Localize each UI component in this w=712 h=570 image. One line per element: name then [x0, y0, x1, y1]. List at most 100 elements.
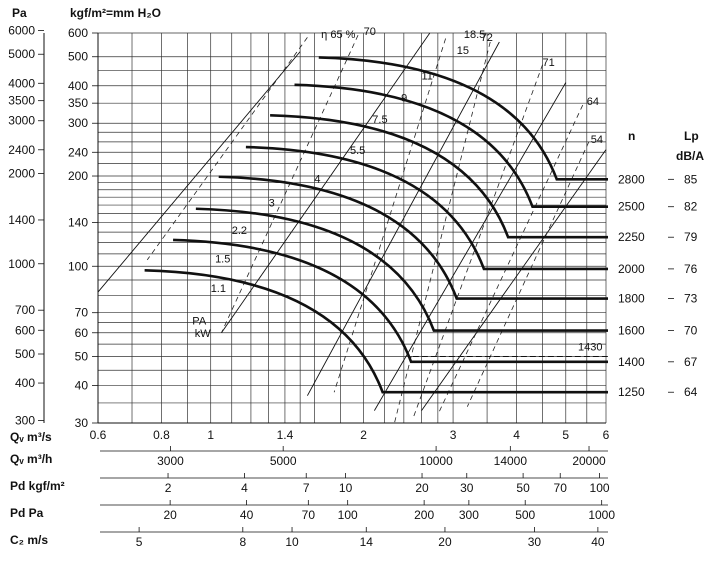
power-label: 1.5 — [215, 253, 230, 265]
pa-tick-label: 5000 — [8, 47, 35, 61]
scale-tick-label: 40 — [591, 535, 605, 549]
lp-value: 73 — [684, 292, 698, 306]
scale-tick-label: 70 — [302, 508, 316, 522]
kgf-tick-label: 50 — [75, 349, 89, 363]
scale-tick-label: 100 — [590, 481, 610, 495]
power-label: 9 — [401, 92, 407, 104]
q-tick-label: 1 — [207, 428, 214, 442]
scale-tick-label: 3000 — [157, 454, 184, 468]
pa-tick-label: 3000 — [8, 114, 35, 128]
pa-tick-label: 500 — [15, 347, 35, 361]
q-tick-label: 0.6 — [90, 428, 107, 442]
q-axis-label: Qᵥ m³/s — [10, 430, 52, 444]
efficiency-line — [333, 38, 446, 393]
kgf-tick-label: 240 — [68, 145, 88, 159]
rpm-label: 1400 — [618, 355, 645, 369]
scale-tick-label: 30 — [460, 481, 474, 495]
fan-curve — [144, 269, 608, 394]
fan-curve — [218, 175, 608, 300]
efficiency-line — [437, 104, 584, 415]
n-label: n — [628, 129, 635, 143]
scale-label: Qᵥ m³/h — [10, 452, 52, 466]
kgf-tick-label: 200 — [68, 169, 88, 183]
power-label: 1.1 — [211, 283, 226, 295]
lp-value: 85 — [684, 172, 698, 186]
system-line — [221, 32, 431, 334]
kgf-tick-label: 500 — [68, 50, 88, 64]
efficiency-line — [466, 141, 590, 407]
fan-curve — [173, 238, 608, 364]
efficiency-line — [412, 64, 543, 419]
scale-tick-label: 20000 — [572, 454, 606, 468]
system-line — [97, 51, 301, 293]
lp-unit: dB/A — [676, 149, 704, 163]
scale-tick-label: 300 — [459, 508, 479, 522]
efficiency-label: 71 — [543, 57, 555, 69]
rpm-label: 1250 — [618, 385, 645, 399]
grid — [97, 32, 607, 424]
kgf-tick-label: 350 — [68, 96, 88, 110]
scale-tick-label: 5000 — [270, 454, 297, 468]
rpm-label: 2250 — [618, 230, 645, 244]
pa-label: PA — [192, 315, 207, 327]
pa-tick-label: 3500 — [8, 94, 35, 108]
fan-curve — [245, 145, 608, 271]
efficiency-label: η 65 % — [321, 29, 355, 41]
power-label: 3 — [269, 198, 275, 210]
power-label: 2.2 — [232, 225, 247, 237]
rpm-label: 2800 — [618, 172, 645, 186]
axes: 30 40 50 60 70 100 140 200 240 300 350 400 500 600 300… — [8, 24, 609, 444]
pa-tick-label: 400 — [15, 376, 35, 390]
q-tick-label: 6 — [603, 428, 610, 442]
pa-tick-label: 2400 — [8, 143, 35, 157]
scale-tick-label: 20 — [415, 481, 429, 495]
kgf-tick-label: 140 — [68, 215, 88, 229]
lp-value: 64 — [684, 385, 698, 399]
power-label: 18.5 — [464, 29, 485, 41]
scale-tick-label: 14000 — [494, 454, 528, 468]
scale-tick-label: 10 — [285, 535, 299, 549]
scale-tick-label: 200 — [414, 508, 434, 522]
pa-tick-label: 4000 — [8, 76, 35, 90]
kgf-tick-label: 30 — [75, 416, 89, 430]
scale-tick-label: 5 — [136, 535, 143, 549]
pa-tick-label: 700 — [15, 303, 35, 317]
fan-curve — [270, 114, 608, 239]
efficiency-line — [146, 37, 308, 261]
scale-label: C₂ m/s — [10, 533, 48, 547]
pa-axis-unit: Pa — [12, 6, 27, 20]
kgf-tick-label: 400 — [68, 79, 88, 93]
power-label: 7.5 — [372, 114, 387, 126]
scale-tick-label: 500 — [515, 508, 535, 522]
lp-label: Lp — [684, 129, 699, 143]
kgf-tick-label: 300 — [68, 116, 88, 130]
scale-tick-label: 10 — [339, 481, 353, 495]
pa-tick-label: 1000 — [8, 257, 35, 271]
kgf-tick-label: 600 — [68, 26, 88, 40]
efficiency-label: 54 — [591, 134, 603, 146]
scale-label: Pd kgf/m² — [10, 479, 65, 493]
q-tick-label: 3 — [450, 428, 457, 442]
scale-tick-label: 20 — [438, 535, 452, 549]
system-line — [306, 41, 500, 396]
power-label: 11 — [422, 70, 433, 82]
pa-tick-label: 600 — [15, 323, 35, 337]
q-tick-label: 5 — [562, 428, 569, 442]
power-label: 5.5 — [350, 145, 365, 157]
q-tick-label: 0.8 — [153, 428, 170, 442]
lp-value: 79 — [684, 230, 698, 244]
scale-tick-label: 20 — [163, 508, 177, 522]
power-label: 4 — [314, 174, 320, 186]
pa-tick-label: 1400 — [8, 213, 35, 227]
lp-value: 82 — [684, 200, 698, 214]
labels: 1250 64 1400 67 1600 70 1800 73 2000 76 2250 79 2500… — [192, 26, 697, 399]
q-tick-label: 4 — [513, 428, 520, 442]
scale-tick-label: 100 — [338, 508, 358, 522]
lp-value: 70 — [684, 324, 698, 338]
scale-tick-label: 10000 — [419, 454, 453, 468]
fan-curve — [318, 56, 608, 181]
pa-tick-label: 6000 — [8, 24, 35, 38]
rpm-label: 2500 — [618, 200, 645, 214]
power-label: 15 — [457, 45, 469, 57]
